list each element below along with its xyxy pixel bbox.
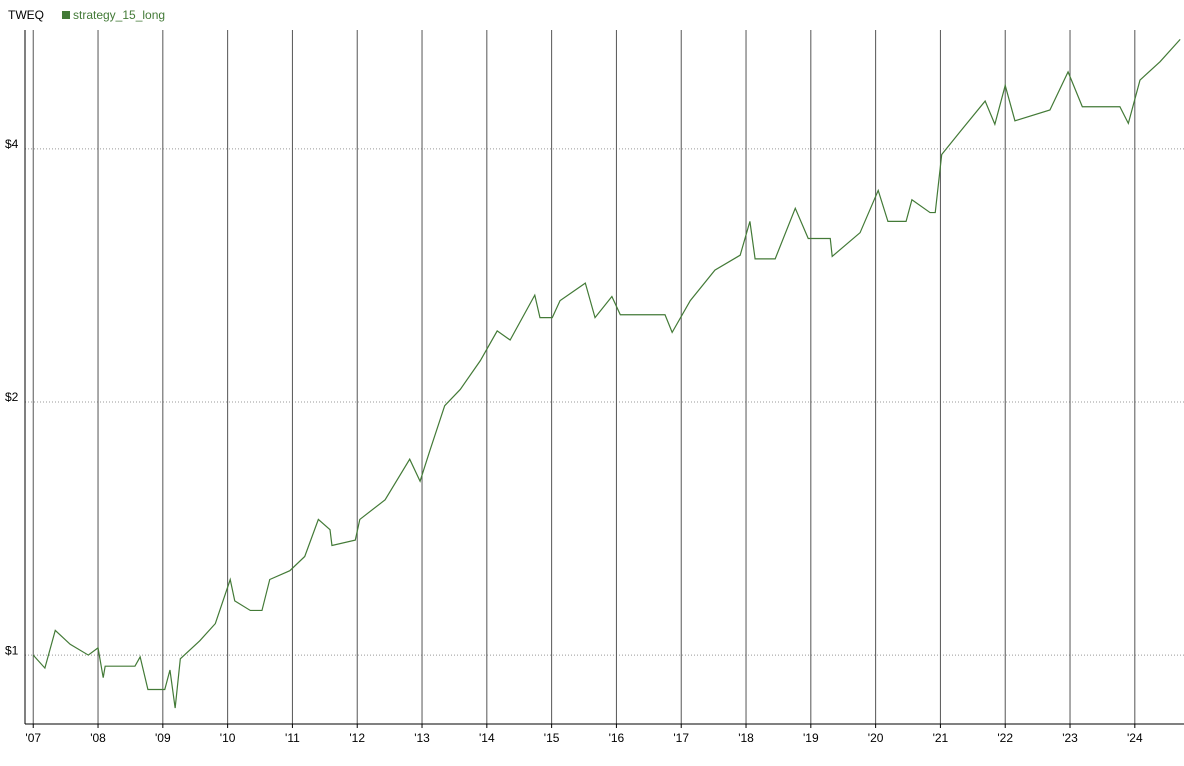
x-tick-label: '19 (803, 731, 819, 745)
x-tick-label: '17 (673, 731, 689, 745)
x-tick-label: '14 (479, 731, 495, 745)
x-tick-label: '12 (349, 731, 365, 745)
y-tick-label: $4 (5, 137, 19, 151)
legend-label: strategy_15_long (73, 8, 165, 22)
x-tick-label: '24 (1127, 731, 1143, 745)
x-tick-label: '23 (1062, 731, 1078, 745)
series-line (32, 38, 1181, 709)
x-tick-label: '15 (544, 731, 560, 745)
y-tick-label: $2 (5, 390, 19, 404)
x-tick-label: '16 (609, 731, 625, 745)
x-tick-label: '10 (220, 731, 236, 745)
y-tick-label: $1 (5, 643, 19, 657)
x-tick-label: '21 (933, 731, 949, 745)
x-tick-label: '22 (997, 731, 1013, 745)
x-tick-label: '18 (738, 731, 754, 745)
x-tick-label: '07 (25, 731, 41, 745)
x-tick-label: '13 (414, 731, 430, 745)
x-tick-label: '11 (285, 731, 300, 745)
x-tick-label: '08 (90, 731, 106, 745)
x-tick-label: '20 (868, 731, 884, 745)
legend-swatch (62, 11, 70, 19)
chart-title: TWEQ (8, 8, 44, 22)
x-tick-label: '09 (155, 731, 171, 745)
